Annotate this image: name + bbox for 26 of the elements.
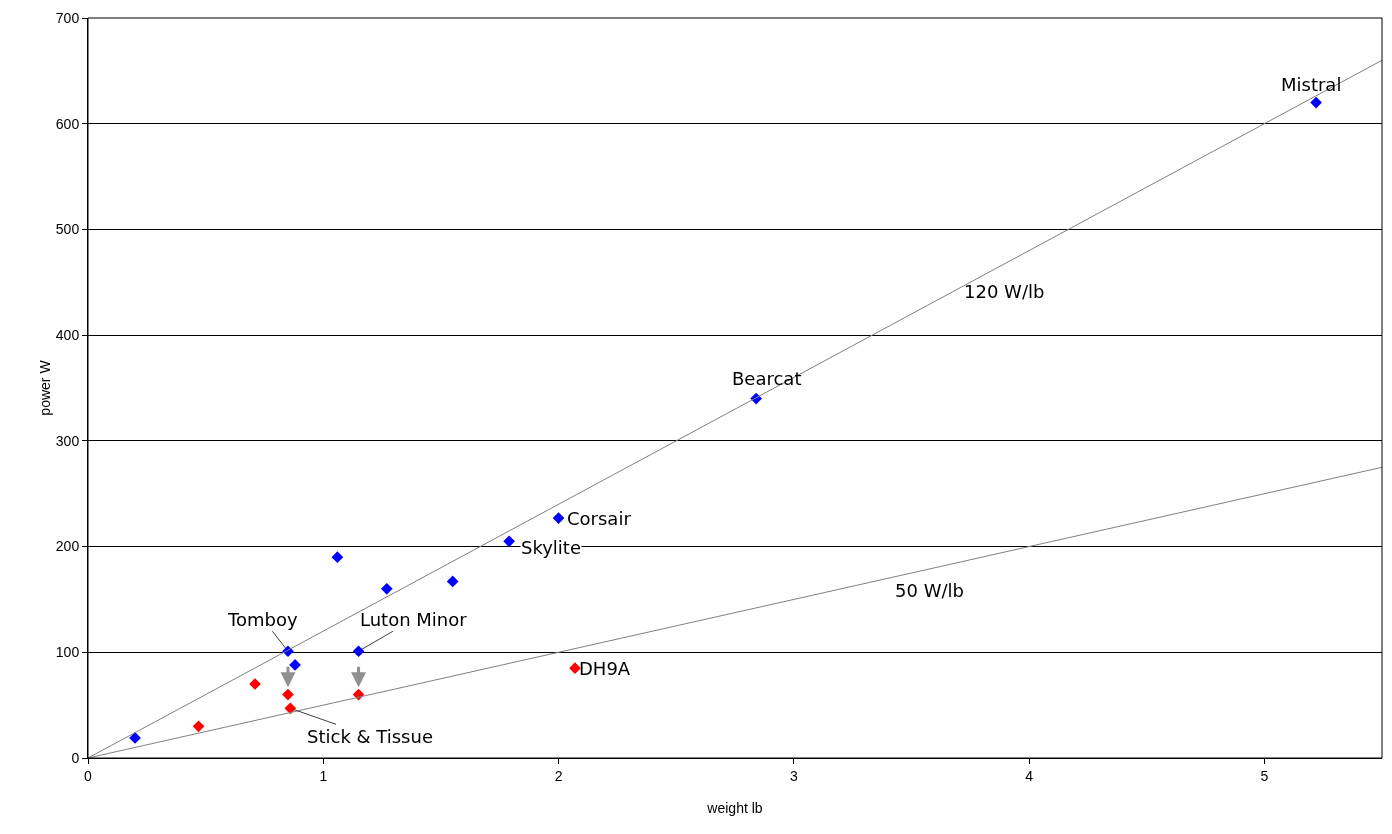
annotation: Luton Minor [360,609,468,630]
y-tick-label: 100 [55,644,80,661]
y-tick-label: 500 [55,221,80,238]
x-tick-label: 0 [84,767,93,784]
y-tick-label: 0 [71,749,80,766]
x-tick-label: 5 [1260,767,1269,784]
x-tick-label: 4 [1025,767,1034,784]
x-axis-title: weight lb [706,800,763,817]
annotation: Stick & Tissue [307,726,433,747]
annotation: 50 W/lb [895,580,964,601]
y-tick-label: 600 [55,115,80,132]
y-axis-title: power W [37,359,53,416]
x-tick-label: 3 [789,767,798,784]
annotation: Bearcat [732,368,802,389]
annotation: DH9A [579,658,631,679]
x-tick-label: 1 [319,767,328,784]
y-tick-label: 700 [55,9,80,26]
annotation: 120 W/lb [964,281,1045,302]
x-tick-label: 2 [554,767,563,784]
y-tick-label: 400 [55,327,80,344]
y-tick-label: 300 [55,432,80,449]
annotation: Skylite [521,537,581,558]
y-tick-label: 200 [55,538,80,555]
annotation: Corsair [567,508,632,529]
annotation: Tomboy [227,609,298,630]
annotation: Mistral [1281,74,1342,95]
